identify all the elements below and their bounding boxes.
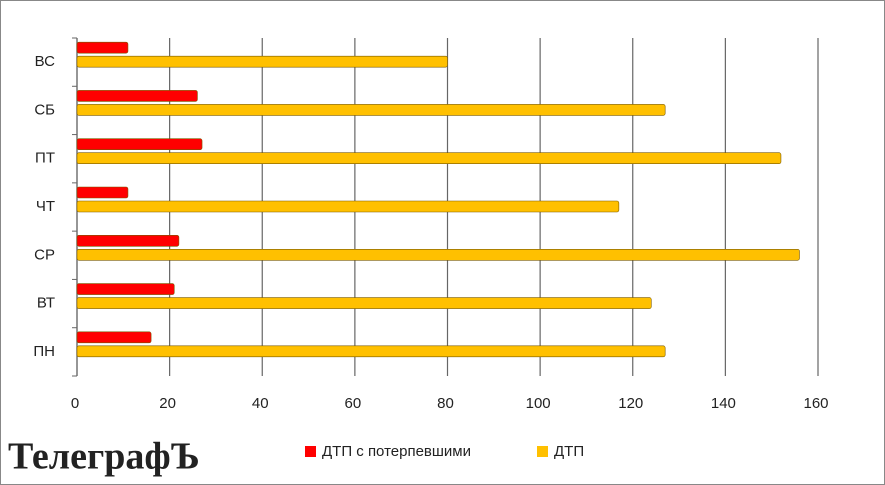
bar [76, 138, 203, 151]
bar [76, 331, 152, 344]
y-tick-label: ЧТ [36, 198, 55, 215]
y-tick-label: ПН [33, 343, 55, 360]
bar [76, 200, 620, 213]
x-tick-label: 60 [345, 395, 362, 412]
y-tick-label: ВТ [37, 295, 55, 312]
x-tick-label: 0 [71, 395, 79, 412]
x-tick-label: 20 [159, 395, 176, 412]
bar [76, 152, 782, 165]
legend-label: ДТП с потерпевшими [322, 443, 471, 460]
bar [76, 104, 666, 116]
y-tick-label: СР [34, 246, 55, 263]
bar [76, 345, 666, 358]
x-tick-label: 120 [618, 395, 643, 412]
x-tick-label: 80 [437, 395, 454, 412]
bar [76, 90, 198, 102]
bar [76, 55, 448, 68]
y-tick-label: ВС [35, 53, 56, 70]
x-tick-label: 140 [711, 395, 736, 412]
bar [76, 234, 180, 247]
logo: ТелеграфЪ [8, 436, 200, 478]
legend-swatch [537, 446, 548, 457]
bar [76, 248, 800, 261]
y-tick-label: ПТ [35, 150, 55, 167]
bar [76, 297, 652, 309]
x-tick-label: 160 [803, 395, 828, 412]
y-tick-label: СБ [34, 101, 55, 118]
legend-label: ДТП [554, 443, 584, 460]
bar [76, 41, 129, 54]
bar [76, 283, 175, 295]
legend-swatch [305, 446, 316, 457]
bar [76, 186, 129, 199]
x-tick-label: 40 [252, 395, 269, 412]
x-tick-label: 100 [526, 395, 551, 412]
